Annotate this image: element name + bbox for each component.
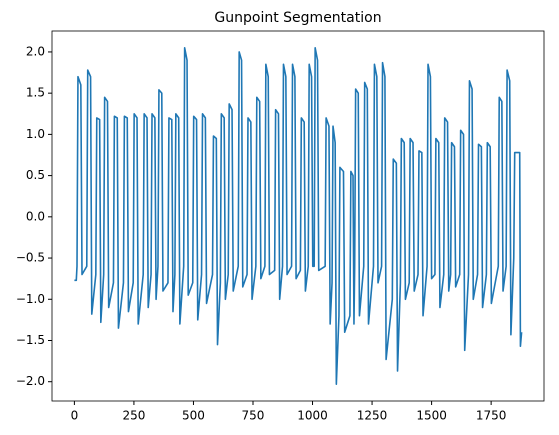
- x-tick-label: 1750: [476, 409, 507, 423]
- y-tick-label: −2.0: [16, 374, 45, 388]
- x-tick-label: 1500: [416, 409, 447, 423]
- chart-title: Gunpoint Segmentation: [214, 10, 381, 26]
- x-tick-label: 250: [122, 409, 145, 423]
- x-tick-label: 1250: [357, 409, 388, 423]
- x-tick-label: 750: [242, 409, 265, 423]
- y-tick-label: 0.0: [26, 209, 45, 223]
- y-tick-label: −1.5: [16, 333, 45, 347]
- y-tick-label: 0.5: [26, 168, 45, 182]
- x-tick-label: 0: [71, 409, 79, 423]
- y-tick-label: 1.0: [26, 127, 45, 141]
- y-tick-label: 2.0: [26, 44, 45, 58]
- x-tick-label: 500: [182, 409, 205, 423]
- y-tick-label: 1.5: [26, 86, 45, 100]
- y-tick-label: −1.0: [16, 292, 45, 306]
- y-tick-label: −0.5: [16, 251, 45, 265]
- plot-frame: [51, 30, 545, 402]
- line-series: [74, 47, 523, 385]
- x-tick-label: 1000: [297, 409, 328, 423]
